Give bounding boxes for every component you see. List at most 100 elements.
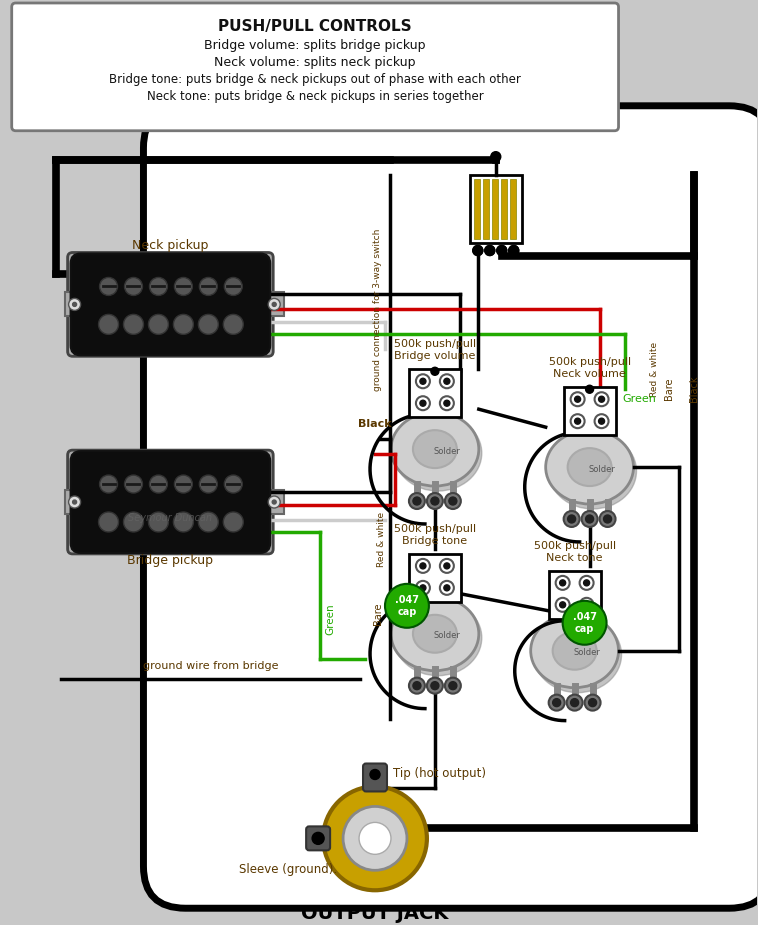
Circle shape	[199, 475, 218, 493]
Text: Neck tone: puts bridge & neck pickups in series together: Neck tone: puts bridge & neck pickups in…	[147, 91, 484, 104]
Text: PUSH/PULL CONTROLS: PUSH/PULL CONTROLS	[218, 19, 412, 34]
Circle shape	[584, 695, 600, 710]
Bar	[409, 554, 461, 602]
Bar	[265, 490, 284, 514]
Circle shape	[224, 512, 243, 532]
Text: Red & white: Red & white	[377, 512, 387, 566]
Text: OUTPUT JACK: OUTPUT JACK	[302, 904, 449, 923]
Text: Bridge volume: Bridge volume	[394, 352, 475, 362]
Circle shape	[323, 786, 427, 890]
Circle shape	[359, 822, 391, 855]
Ellipse shape	[549, 433, 637, 509]
Circle shape	[571, 698, 578, 707]
Circle shape	[440, 581, 454, 595]
Circle shape	[599, 396, 605, 402]
Circle shape	[485, 245, 495, 255]
Bar	[483, 179, 489, 239]
Circle shape	[509, 245, 518, 255]
Circle shape	[272, 302, 276, 306]
Circle shape	[199, 314, 218, 334]
Circle shape	[575, 418, 581, 425]
FancyBboxPatch shape	[306, 826, 330, 850]
Circle shape	[99, 314, 118, 334]
Circle shape	[224, 278, 243, 295]
Ellipse shape	[394, 415, 482, 491]
Circle shape	[124, 278, 143, 295]
Circle shape	[485, 245, 495, 255]
Bar	[501, 179, 507, 239]
Circle shape	[440, 559, 454, 573]
Circle shape	[385, 584, 429, 628]
Ellipse shape	[413, 430, 457, 468]
Text: Bridge tone: Bridge tone	[402, 536, 468, 546]
Circle shape	[444, 563, 449, 569]
Text: Solder: Solder	[434, 447, 460, 456]
Circle shape	[413, 682, 421, 690]
Circle shape	[416, 375, 430, 388]
Circle shape	[427, 493, 443, 509]
Text: Seymour Duncan: Seymour Duncan	[128, 513, 212, 523]
Circle shape	[199, 278, 218, 295]
FancyBboxPatch shape	[70, 253, 270, 355]
Circle shape	[420, 563, 426, 569]
Circle shape	[584, 580, 590, 586]
Circle shape	[490, 152, 501, 162]
Circle shape	[586, 515, 594, 523]
Circle shape	[99, 475, 117, 493]
Circle shape	[409, 678, 425, 694]
FancyBboxPatch shape	[67, 450, 273, 554]
Text: Green: Green	[622, 394, 656, 404]
Circle shape	[603, 515, 612, 523]
Circle shape	[571, 392, 584, 406]
Bar	[492, 179, 498, 239]
Circle shape	[268, 496, 280, 508]
Text: Bridge pickup: Bridge pickup	[127, 554, 214, 567]
Text: Red & white: Red & white	[650, 341, 659, 397]
Circle shape	[420, 378, 426, 384]
Circle shape	[509, 245, 518, 255]
Bar	[409, 369, 461, 417]
Bar	[549, 571, 600, 619]
Ellipse shape	[546, 430, 634, 504]
Circle shape	[431, 682, 439, 690]
Text: Solder: Solder	[588, 464, 615, 474]
Circle shape	[413, 497, 421, 505]
Bar	[265, 292, 284, 316]
Circle shape	[559, 580, 565, 586]
Circle shape	[174, 278, 193, 295]
Text: ground wire from bridge: ground wire from bridge	[143, 660, 278, 671]
Circle shape	[199, 512, 218, 532]
Circle shape	[559, 602, 565, 608]
Text: Tip (hot output): Tip (hot output)	[393, 767, 486, 780]
Text: Bridge volume: splits bridge pickup: Bridge volume: splits bridge pickup	[205, 40, 426, 53]
Circle shape	[416, 581, 430, 595]
Text: Solder: Solder	[434, 631, 460, 640]
Circle shape	[420, 585, 426, 591]
Circle shape	[149, 475, 168, 493]
FancyBboxPatch shape	[143, 105, 758, 908]
Circle shape	[124, 314, 143, 334]
Text: Sleeve (ground).: Sleeve (ground).	[239, 863, 337, 876]
Circle shape	[440, 375, 454, 388]
Circle shape	[444, 585, 449, 591]
Circle shape	[99, 278, 117, 295]
Circle shape	[445, 678, 461, 694]
Circle shape	[594, 414, 609, 428]
Circle shape	[581, 511, 597, 527]
Text: Neck pickup: Neck pickup	[132, 239, 208, 252]
Bar	[470, 175, 522, 242]
Circle shape	[431, 367, 439, 376]
FancyBboxPatch shape	[67, 253, 273, 356]
Circle shape	[600, 511, 615, 527]
Circle shape	[416, 559, 430, 573]
Circle shape	[444, 378, 449, 384]
Circle shape	[584, 602, 590, 608]
Circle shape	[224, 314, 243, 334]
Circle shape	[589, 698, 597, 707]
Circle shape	[564, 511, 580, 527]
Circle shape	[370, 770, 380, 780]
Circle shape	[473, 245, 483, 255]
Circle shape	[409, 493, 425, 509]
Circle shape	[473, 245, 483, 255]
Circle shape	[568, 515, 575, 523]
